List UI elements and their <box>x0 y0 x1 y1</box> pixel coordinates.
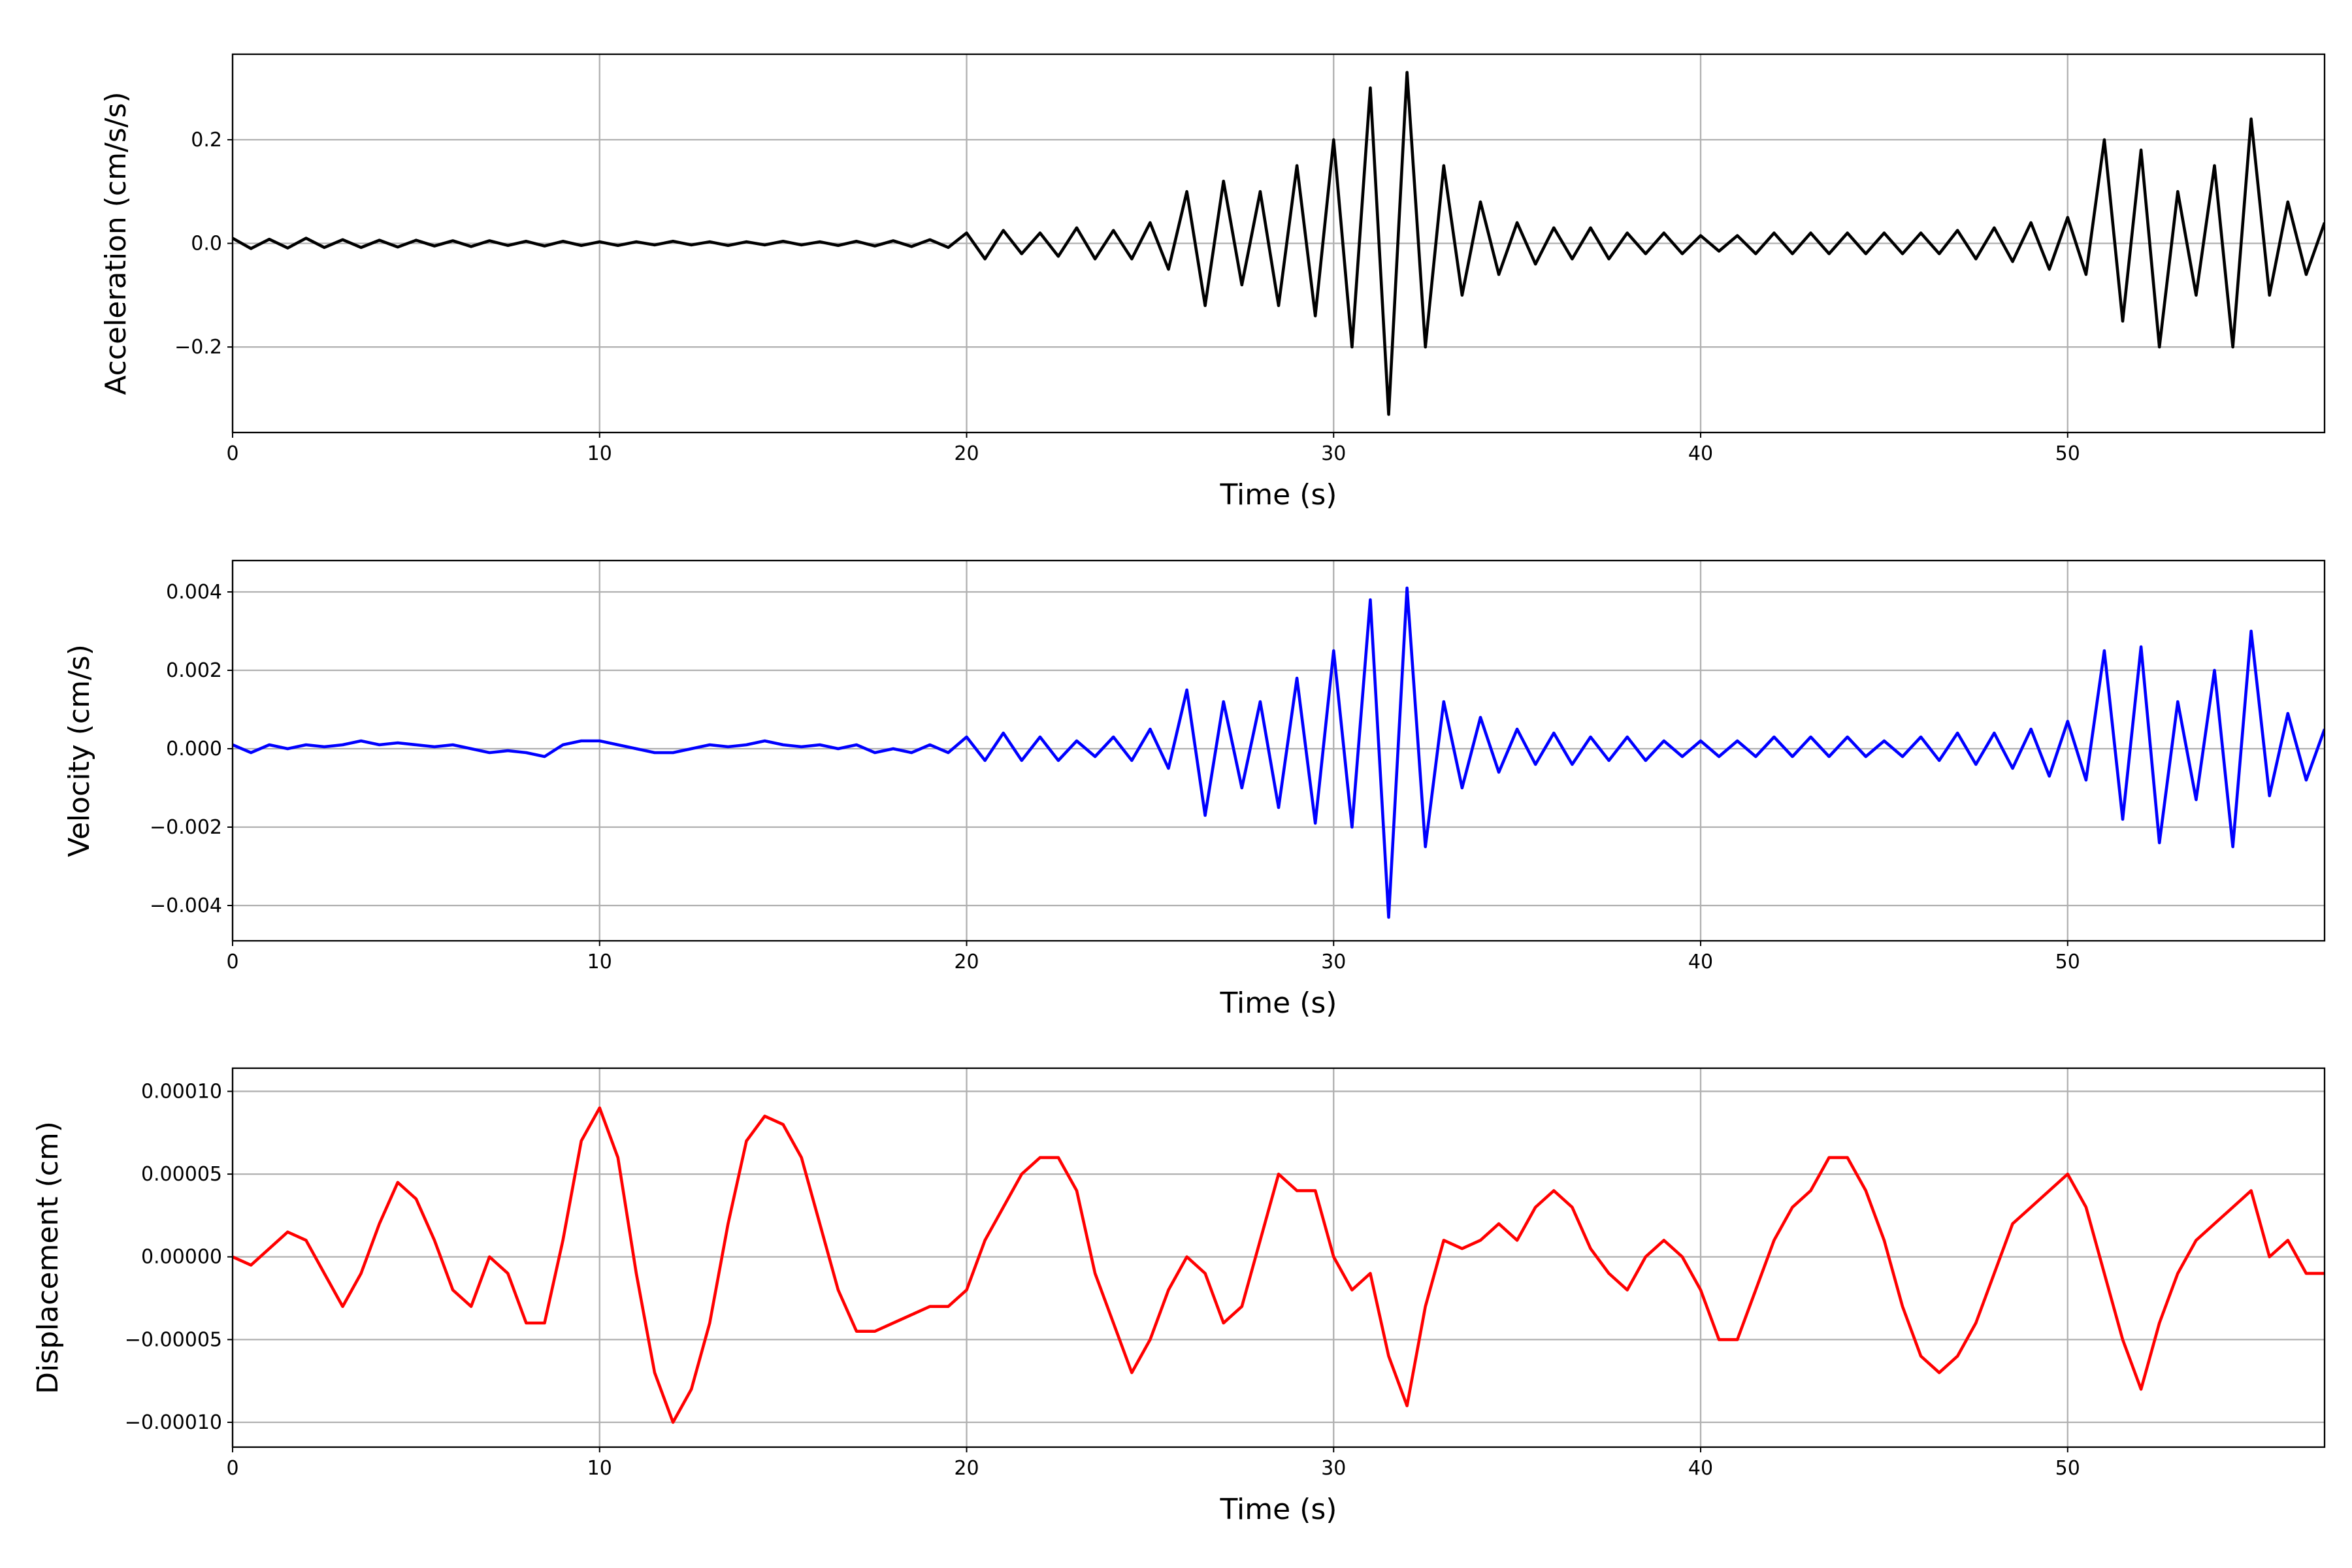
subplot: 0 10 20 30 40 50 −0.004 −0.002 0.000 0.002 0.004 Ti… <box>63 559 2326 1020</box>
axes-frame <box>231 559 2326 942</box>
x-tick-label: 40 <box>1688 442 1713 465</box>
data-line <box>233 586 2325 919</box>
data-line <box>233 71 2325 416</box>
x-axis-label: Time (s) <box>1220 1493 1337 1526</box>
y-tick-label: −0.002 <box>150 816 222 839</box>
x-tick-label: 30 <box>1321 1457 1346 1480</box>
x-tick-label: 0 <box>226 951 238 973</box>
axes-frame <box>231 1067 2326 1448</box>
x-tick-label: 10 <box>587 1457 612 1480</box>
y-tick-label: 0.2 <box>191 129 222 152</box>
y-tick-label: 0.002 <box>166 659 222 682</box>
y-tick-label: 0.00010 <box>141 1080 222 1103</box>
y-tick-label: −0.00010 <box>125 1411 222 1434</box>
x-tick-label: 10 <box>587 442 612 465</box>
y-tick-label: −0.00005 <box>125 1328 222 1351</box>
x-tick-label: 30 <box>1321 442 1346 465</box>
x-tick-label: 40 <box>1688 1457 1713 1480</box>
y-tick-label: 0.0 <box>191 233 222 255</box>
y-tick-label: 0.00000 <box>141 1246 222 1269</box>
y-axis-label: Velocity (cm/s) <box>63 644 96 857</box>
x-tick-label: 50 <box>2055 951 2080 973</box>
x-tick-label: 50 <box>2055 442 2080 465</box>
x-tick-label: 0 <box>226 1457 238 1480</box>
subplot: 0 10 20 30 40 50 −0.00010 −0.00005 0.00000 0.0000… <box>31 1067 2326 1526</box>
y-tick-label: −0.004 <box>150 894 222 917</box>
x-tick-label: 0 <box>226 442 238 465</box>
x-tick-label: 50 <box>2055 1457 2080 1480</box>
x-tick-label: 30 <box>1321 951 1346 973</box>
y-tick-label: 0.000 <box>166 738 222 760</box>
y-tick-label: −0.2 <box>174 336 222 359</box>
x-axis-label: Time (s) <box>1220 478 1337 512</box>
data-line <box>233 1106 2325 1424</box>
y-axis-label: Displacement (cm) <box>31 1121 65 1394</box>
x-tick-label: 20 <box>954 1457 979 1480</box>
subplot: 0 10 20 30 40 50 −0.2 0.0 0.2 Time (s) Acceleratio… <box>99 53 2326 512</box>
y-tick-label: 0.00005 <box>141 1163 222 1186</box>
axes-frame <box>231 53 2326 434</box>
x-tick-label: 20 <box>954 442 979 465</box>
x-axis-label: Time (s) <box>1220 987 1337 1020</box>
x-tick-label: 20 <box>954 951 979 973</box>
x-tick-label: 40 <box>1688 951 1713 973</box>
y-tick-label: 0.004 <box>166 581 222 604</box>
y-axis-label: Acceleration (cm/s/s) <box>99 91 133 395</box>
x-tick-label: 10 <box>587 951 612 973</box>
